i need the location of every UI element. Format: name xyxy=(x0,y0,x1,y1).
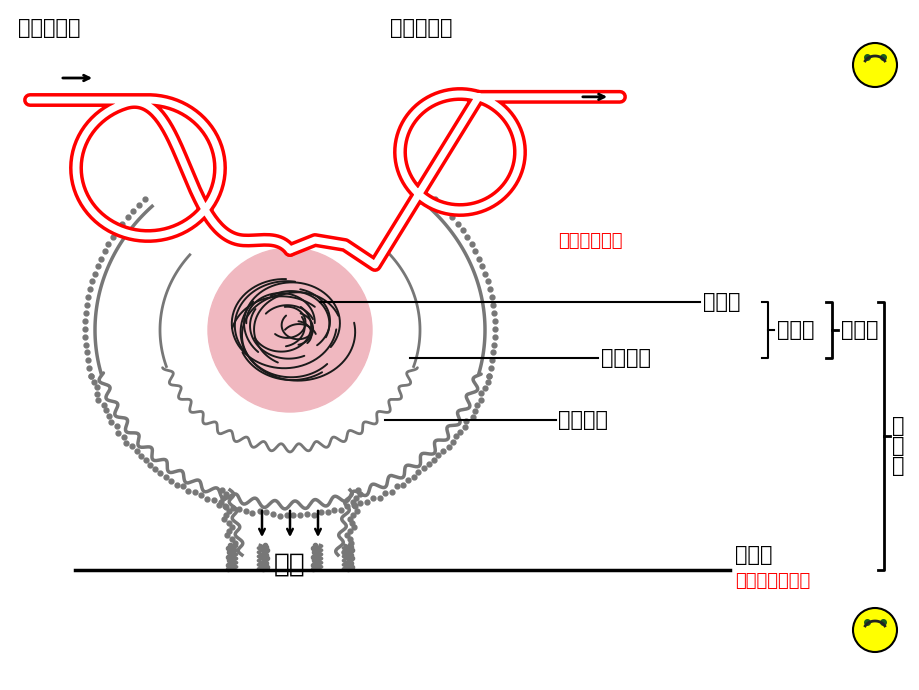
Circle shape xyxy=(852,608,896,652)
Text: 位: 位 xyxy=(891,456,903,476)
Circle shape xyxy=(852,43,896,87)
Text: 肾: 肾 xyxy=(891,416,903,436)
Text: 肾小管: 肾小管 xyxy=(734,545,772,565)
Text: 出球小动脉: 出球小动脉 xyxy=(390,18,452,38)
Text: 肾小囊壁: 肾小囊壁 xyxy=(600,348,651,368)
Circle shape xyxy=(208,248,371,412)
Text: 单: 单 xyxy=(891,436,903,456)
Text: 入球小动脉: 入球小动脉 xyxy=(18,18,81,38)
Text: 肾小囊腔: 肾小囊腔 xyxy=(558,410,607,430)
Text: 肾小囊: 肾小囊 xyxy=(777,320,813,340)
Text: （重吸收作用）: （重吸收作用） xyxy=(734,572,810,590)
Text: 肾小体: 肾小体 xyxy=(840,320,878,340)
Text: （滤过作用）: （滤过作用） xyxy=(557,232,621,250)
Text: 原尿: 原尿 xyxy=(274,552,305,578)
Text: 肾小球: 肾小球 xyxy=(702,292,740,312)
